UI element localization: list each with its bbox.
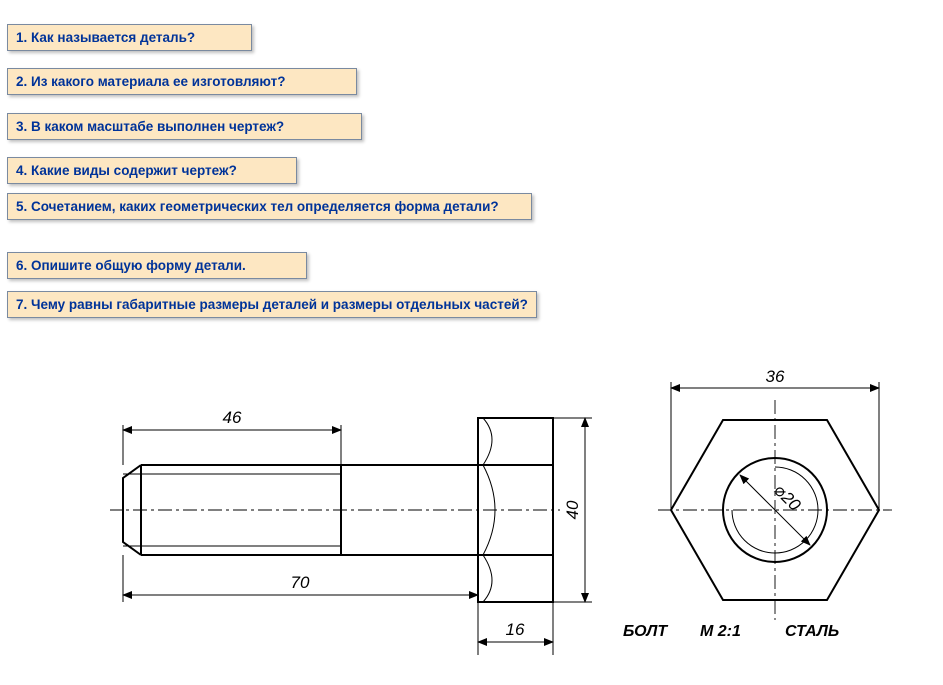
- caption-part: БОЛТ: [623, 623, 668, 640]
- dim-70: 70: [291, 573, 310, 592]
- question-3: 3. В каком масштабе выполнен чертеж?: [7, 113, 362, 140]
- caption-material: СТАЛЬ: [785, 623, 839, 640]
- dim-40: 40: [563, 500, 582, 519]
- question-4: 4. Какие виды содержит чертеж?: [7, 157, 297, 184]
- dim-16: 16: [506, 620, 525, 639]
- dim-36: 36: [766, 370, 785, 386]
- caption-scale: М 2:1: [700, 623, 741, 640]
- question-1: 1. Как называется деталь?: [7, 24, 252, 51]
- question-5: 5. Сочетанием, каких геометрических тел …: [7, 193, 532, 220]
- technical-drawing: 46 70 16 40 ⌀20 36 Б: [110, 370, 930, 680]
- question-6: 6. Опишите общую форму детали.: [7, 252, 307, 279]
- question-2: 2. Из какого материала ее изготовляют?: [7, 68, 357, 95]
- question-7: 7. Чему равны габаритные размеры деталей…: [7, 291, 537, 318]
- dim-46: 46: [223, 408, 242, 427]
